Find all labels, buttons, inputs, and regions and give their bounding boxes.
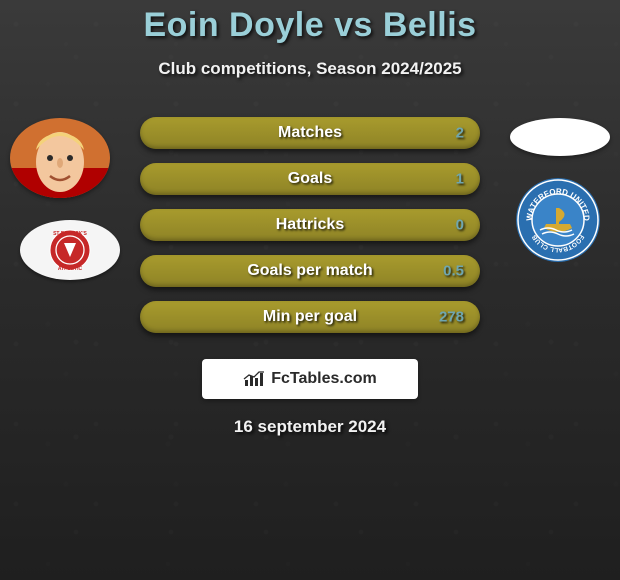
stat-row-goals: Goals 1 xyxy=(140,163,480,195)
page-title: Eoin Doyle vs Bellis xyxy=(0,6,620,45)
stat-label: Min per goal xyxy=(263,308,357,326)
player-left-face-icon xyxy=(10,118,110,198)
stat-bars: Matches 2 Goals 1 Hattricks 0 Goals per … xyxy=(140,117,480,333)
stat-row-goals-per-match: Goals per match 0.5 xyxy=(140,255,480,287)
player-left-avatar xyxy=(10,118,110,198)
player-right-avatar xyxy=(510,118,610,156)
stat-row-hattricks: Hattricks 0 xyxy=(140,209,480,241)
stat-value: 0.5 xyxy=(443,263,464,280)
stat-label: Goals xyxy=(288,170,332,188)
stat-row-matches: Matches 2 xyxy=(140,117,480,149)
club-right-crest-icon: WATERFORD UNITED FOOTBALL CLUB xyxy=(516,178,600,262)
svg-text:ST PATRICK'S: ST PATRICK'S xyxy=(53,231,87,237)
stat-value: 2 xyxy=(456,125,464,142)
stat-row-min-per-goal: Min per goal 278 xyxy=(140,301,480,333)
brand-badge: FcTables.com xyxy=(202,359,418,399)
bar-chart-icon xyxy=(243,370,265,388)
stat-label: Goals per match xyxy=(247,262,372,280)
stat-label: Hattricks xyxy=(276,216,344,234)
date-label: 16 september 2024 xyxy=(0,417,620,437)
brand-text: FcTables.com xyxy=(271,370,377,388)
club-left-badge: ST PATRICK'S ATHLETIC xyxy=(20,220,120,280)
stat-value: 1 xyxy=(456,171,464,188)
subtitle: Club competitions, Season 2024/2025 xyxy=(0,59,620,79)
stat-value: 0 xyxy=(456,217,464,234)
svg-text:ATHLETIC: ATHLETIC xyxy=(58,266,83,272)
club-left-crest-icon: ST PATRICK'S ATHLETIC xyxy=(20,220,120,280)
stat-value: 278 xyxy=(439,309,464,326)
comparison-card: Eoin Doyle vs Bellis Club competitions, … xyxy=(0,0,620,580)
club-right-badge: WATERFORD UNITED FOOTBALL CLUB xyxy=(516,178,600,262)
stat-label: Matches xyxy=(278,124,342,142)
